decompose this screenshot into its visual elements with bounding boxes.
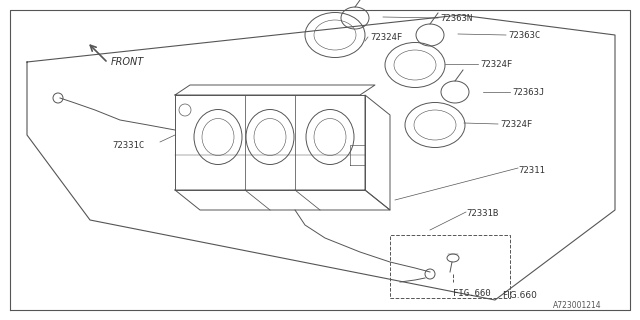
Text: 72324F: 72324F bbox=[480, 60, 512, 68]
Text: 72324F: 72324F bbox=[500, 119, 532, 129]
Text: FIG.660: FIG.660 bbox=[502, 292, 537, 300]
Text: A723001214: A723001214 bbox=[554, 301, 602, 310]
Text: 72311: 72311 bbox=[518, 165, 545, 174]
Text: 72331B: 72331B bbox=[466, 210, 499, 219]
Text: 72331C: 72331C bbox=[112, 140, 144, 149]
Text: FRONT: FRONT bbox=[111, 57, 144, 67]
Text: 72363C: 72363C bbox=[508, 30, 540, 39]
Text: 72324F: 72324F bbox=[370, 33, 403, 42]
Text: FIG.660: FIG.660 bbox=[453, 290, 491, 299]
Text: 72363J: 72363J bbox=[512, 87, 544, 97]
Text: 72363N: 72363N bbox=[440, 13, 472, 22]
